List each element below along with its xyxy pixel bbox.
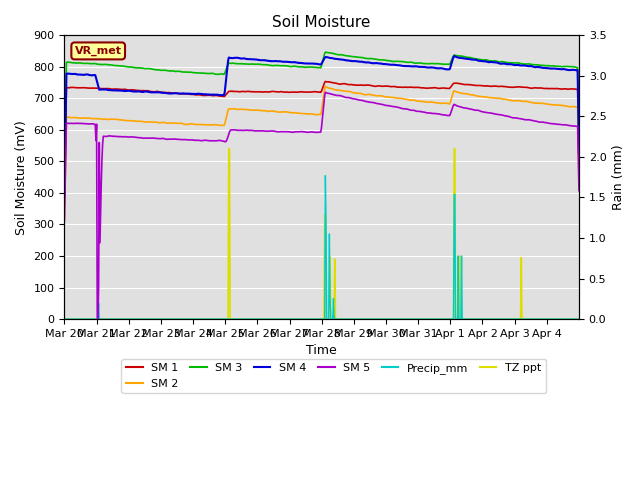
X-axis label: Time: Time — [307, 344, 337, 357]
Y-axis label: Soil Moisture (mV): Soil Moisture (mV) — [15, 120, 28, 235]
Text: VR_met: VR_met — [75, 46, 122, 56]
Legend: SM 1, SM 2, SM 3, SM 4, SM 5, Precip_mm, TZ ppt: SM 1, SM 2, SM 3, SM 4, SM 5, Precip_mm,… — [122, 359, 546, 393]
Title: Soil Moisture: Soil Moisture — [273, 15, 371, 30]
Y-axis label: Rain (mm): Rain (mm) — [612, 144, 625, 210]
